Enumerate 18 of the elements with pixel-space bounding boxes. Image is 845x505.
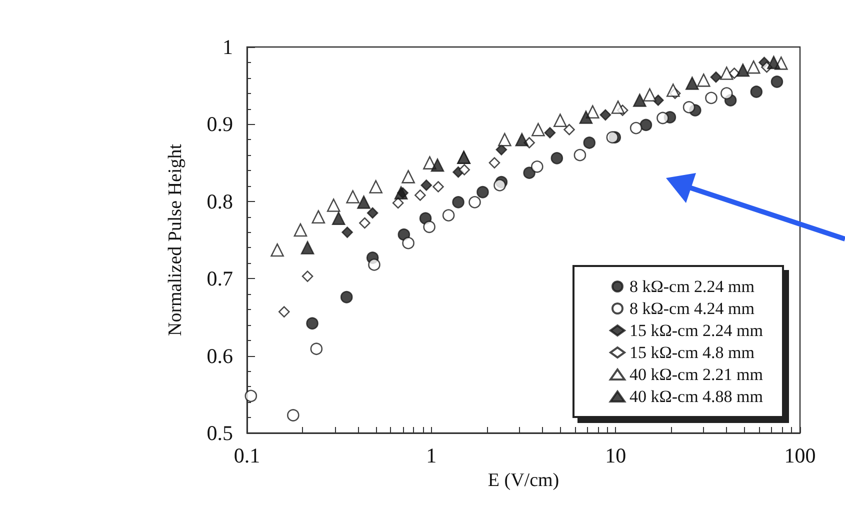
legend-label: 40 kΩ-cm 4.88 mm: [629, 387, 764, 406]
x-tick-label: 100: [784, 444, 816, 468]
legend-label: 8 kΩ-cm 4.24 mm: [629, 299, 755, 318]
x-tick-label: 10: [605, 444, 626, 468]
x-tick-label: 0.1: [234, 444, 260, 468]
y-tick-label: 0.5: [206, 421, 233, 445]
legend-label: 15 kΩ-cm 4.8 mm: [629, 343, 755, 362]
y-tick-label: 0.8: [206, 189, 233, 214]
x-axis-title: E (V/cm): [488, 470, 560, 491]
y-axis-title: Normalized Pulse Height: [165, 143, 186, 336]
y-tick-label: 0.7: [206, 266, 233, 291]
legend-label: 8 kΩ-cm 2.24 mm: [629, 277, 755, 296]
y-tick-label: 0.9: [206, 112, 233, 136]
y-tick-label: 0.6: [206, 344, 233, 368]
legend-label: 15 kΩ-cm 2.24 mm: [629, 321, 764, 340]
y-tick-label: 1: [222, 35, 233, 59]
x-tick-label: 1: [426, 444, 437, 468]
legend-label: 40 kΩ-cm 2.21 mm: [629, 365, 764, 384]
